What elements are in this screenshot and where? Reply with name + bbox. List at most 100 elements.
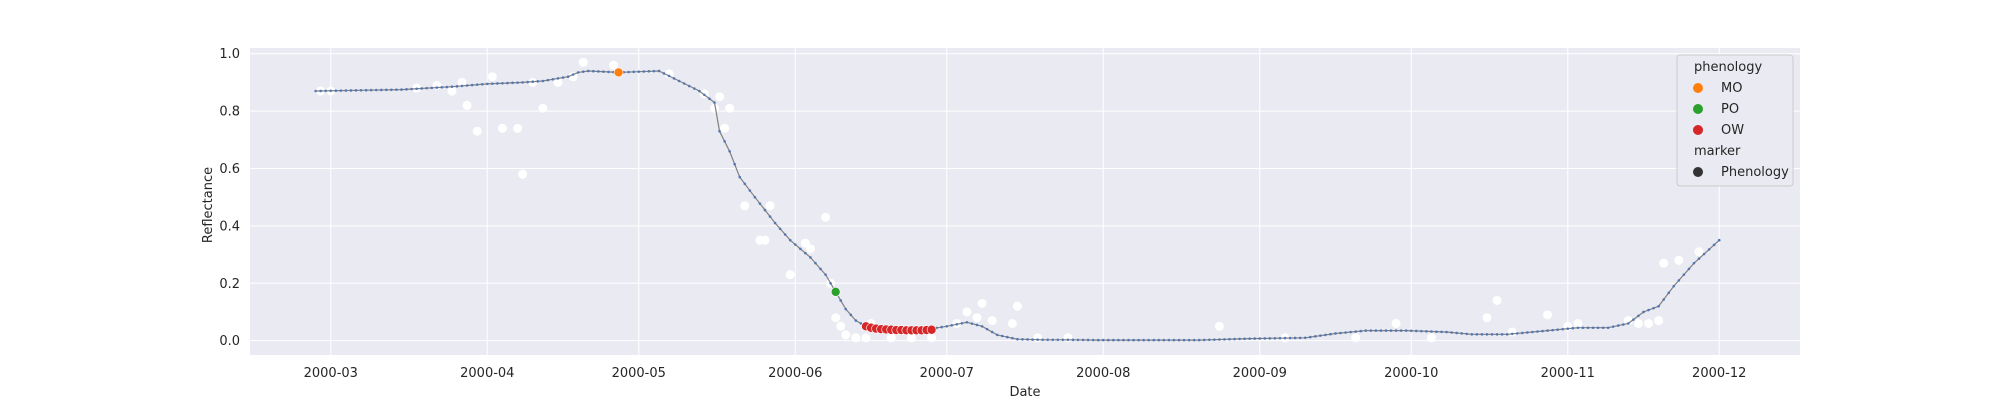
curve-sample-point: [1233, 337, 1236, 341]
curve-sample-point: [985, 327, 989, 331]
curve-sample-point: [1132, 338, 1135, 342]
curve-sample-point: [546, 78, 550, 82]
curve-sample-point: [1455, 331, 1458, 335]
curve-sample-point: [1000, 334, 1004, 338]
observation-point: [1694, 247, 1704, 257]
curve-sample-point: [485, 82, 489, 86]
observation-point: [568, 72, 578, 82]
curve-sample-point: [1409, 329, 1413, 333]
curve-sample-point: [536, 80, 540, 83]
curve-sample-point: [1278, 336, 1282, 340]
curve-sample-point: [329, 89, 333, 93]
curve-sample-point: [1526, 331, 1529, 334]
curve-sample-point: [637, 70, 641, 73]
observation-point: [609, 60, 619, 70]
observation-point: [578, 57, 588, 67]
plot-background: [250, 48, 1800, 355]
observation-point: [977, 298, 987, 308]
curve-sample-point: [783, 233, 787, 236]
curve-sample-point: [1596, 326, 1600, 330]
observation-point: [1674, 255, 1684, 265]
curve-sample-point: [1662, 298, 1665, 301]
curve-sample-point: [511, 81, 514, 85]
curve-sample-point: [1091, 338, 1095, 342]
curve-sample-point: [1026, 338, 1029, 341]
curve-sample-point: [793, 243, 797, 246]
curve-sample-point: [1314, 335, 1317, 338]
curve-sample-point: [1263, 337, 1267, 340]
observation-point: [1482, 313, 1492, 323]
curve-sample-point: [965, 320, 969, 324]
curve-sample-point: [733, 162, 736, 166]
curve-sample-point: [743, 182, 747, 186]
curve-sample-point: [768, 215, 772, 218]
curve-sample-point: [410, 87, 413, 91]
curve-sample-point: [1712, 243, 1716, 247]
observation-point: [1012, 301, 1022, 311]
curve-sample-point: [1036, 338, 1039, 341]
curve-sample-point: [1566, 327, 1570, 330]
curve-sample-point: [1642, 310, 1645, 314]
curve-sample-point: [975, 323, 979, 327]
curve-sample-point: [1647, 308, 1650, 312]
curve-sample-point: [1500, 333, 1504, 336]
curve-sample-point: [1157, 338, 1161, 342]
curve-sample-point: [369, 88, 373, 92]
curve-sample-point: [1031, 338, 1034, 341]
curve-sample-point: [1107, 338, 1110, 342]
legend: phenology MO PO OW marker Phenology: [1676, 54, 1794, 187]
observation-point: [447, 86, 457, 96]
observation-point: [497, 123, 507, 133]
curve-sample-point: [1056, 338, 1060, 342]
observation-point: [1214, 321, 1224, 331]
curve-sample-point: [1389, 329, 1393, 332]
curve-sample-point: [1349, 330, 1352, 334]
curve-sample-point: [1369, 329, 1373, 332]
curve-sample-point: [682, 82, 686, 85]
phenology-ow-point: [926, 324, 937, 335]
legend-ow-label: OW: [1721, 123, 1744, 138]
curve-sample-point: [460, 84, 464, 88]
curve-sample-point: [753, 195, 757, 199]
curve-sample-point: [713, 101, 716, 104]
observation-point: [709, 103, 719, 113]
phenology-po-point: [830, 287, 841, 297]
legend-phenology-title: phenology: [1694, 60, 1762, 75]
curve-sample-point: [763, 208, 767, 212]
observation-point: [906, 333, 916, 343]
observation-point: [1351, 333, 1361, 343]
observation-point: [987, 316, 997, 326]
curve-sample-point: [1601, 326, 1605, 330]
curve-sample-point: [561, 76, 565, 79]
curve-sample-point: [349, 89, 353, 92]
curve-sample-point: [506, 81, 509, 85]
curve-sample-point: [718, 129, 721, 133]
curve-sample-point: [1606, 326, 1610, 330]
curve-sample-point: [1147, 338, 1150, 342]
curve-sample-point: [364, 88, 368, 92]
curve-sample-point: [425, 86, 429, 90]
observation-point: [1426, 333, 1436, 343]
curve-sample-point: [324, 89, 328, 93]
y-tick-label: 0.0: [219, 334, 240, 349]
observation-point: [1654, 316, 1664, 326]
curve-sample-point: [1702, 252, 1706, 256]
observation-point: [765, 201, 775, 211]
curve-sample-point: [1379, 329, 1383, 332]
observation-point: [886, 333, 896, 343]
curve-sample-point: [849, 313, 853, 317]
curve-sample-point: [1051, 338, 1055, 342]
curve-sample-point: [526, 80, 529, 84]
curve-sample-point: [1480, 333, 1484, 336]
curve-sample-point: [723, 139, 726, 143]
curve-sample-point: [1404, 329, 1408, 332]
curve-sample-point: [541, 79, 545, 83]
curve-sample-point: [980, 325, 984, 328]
curve-sample-point: [496, 82, 499, 85]
curve-sample-point: [1561, 327, 1565, 331]
observation-point: [1644, 318, 1654, 328]
observation-point: [720, 123, 730, 133]
observation-point: [1007, 318, 1017, 328]
curve-sample-point: [405, 88, 408, 91]
curve-sample-point: [657, 69, 661, 73]
